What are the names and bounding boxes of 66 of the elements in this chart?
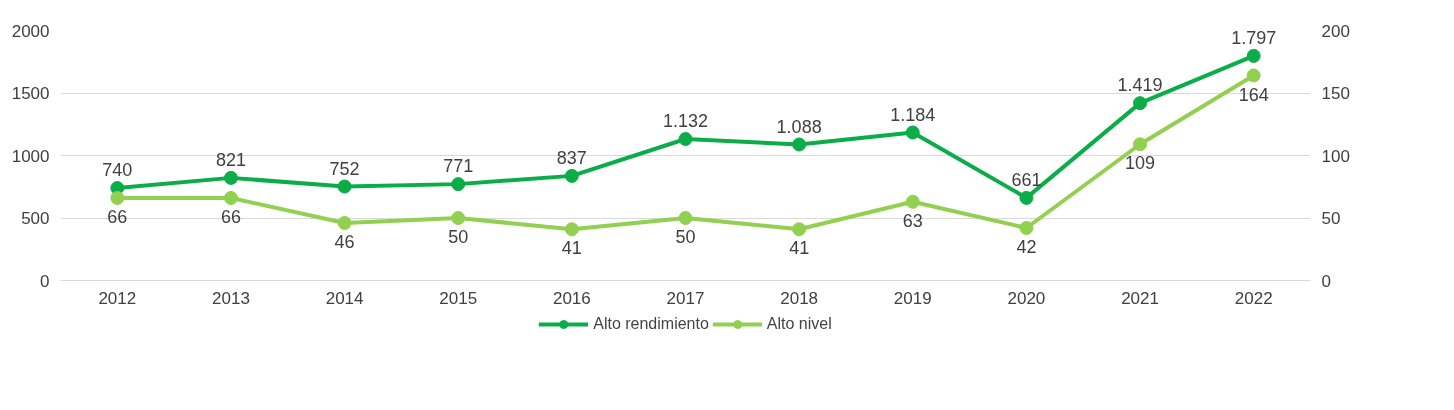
data-label: 50 — [448, 227, 469, 247]
data-label: 752 — [329, 158, 360, 179]
y-tick-label: 0 — [40, 271, 50, 291]
x-tick-label: 2018 — [780, 288, 819, 308]
x-tick-label: 2020 — [1007, 288, 1046, 308]
y2-tick-label: 150 — [1321, 84, 1350, 103]
y-tick-label: 1500 — [11, 84, 50, 103]
point — [1246, 68, 1261, 83]
point — [792, 222, 807, 237]
point — [1133, 137, 1148, 152]
data-label: 1.088 — [776, 116, 822, 137]
y-tick-label: 1000 — [11, 146, 50, 166]
data-label: 1.797 — [1231, 27, 1277, 48]
x-tick-label: 2022 — [1234, 288, 1273, 308]
y-tick-label: 500 — [21, 209, 50, 228]
y-tick-label: 2000 — [11, 21, 50, 41]
point — [451, 177, 466, 192]
data-label: 1.419 — [1117, 75, 1163, 96]
point — [1246, 48, 1261, 63]
data-label: 63 — [902, 210, 923, 231]
data-label: 50 — [675, 227, 696, 247]
point — [678, 132, 693, 146]
point — [451, 211, 466, 225]
y2-tick-label: 0 — [1321, 271, 1331, 291]
point — [564, 168, 579, 183]
data-label: 41 — [561, 238, 582, 259]
data-label: 66 — [107, 207, 128, 227]
data-label: 42 — [1016, 237, 1037, 257]
data-label: 740 — [102, 160, 133, 180]
point — [337, 216, 352, 230]
y2-tick-label: 50 — [1321, 209, 1341, 228]
point — [337, 179, 352, 194]
x-tick-label: 2021 — [1121, 288, 1159, 308]
data-label: 41 — [789, 238, 810, 259]
point — [110, 191, 125, 205]
x-tick-label: 2019 — [893, 288, 932, 308]
y2-tick-label: 200 — [1321, 21, 1350, 41]
x-tick-label: 2012 — [98, 288, 137, 308]
data-label: 1.184 — [890, 104, 936, 125]
data-label: 771 — [443, 156, 474, 177]
x-tick-label: 2016 — [552, 288, 591, 308]
data-label: 109 — [1125, 153, 1156, 174]
data-label: 164 — [1238, 84, 1269, 105]
point — [223, 191, 238, 205]
x-tick-label: 2013 — [212, 288, 250, 308]
data-label: 46 — [334, 232, 355, 252]
point — [792, 137, 807, 152]
data-label: 821 — [215, 149, 246, 170]
x-tick-label: 2014 — [325, 288, 364, 308]
point — [564, 222, 579, 237]
legend-label: Alto rendimiento — [593, 314, 709, 334]
point — [1019, 221, 1034, 235]
point — [1133, 96, 1148, 111]
x-tick-label: 2015 — [439, 288, 478, 308]
data-label: 66 — [220, 207, 241, 227]
point — [905, 194, 920, 209]
data-label: 1.132 — [662, 111, 709, 131]
data-label: 661 — [1011, 169, 1042, 190]
point — [678, 211, 693, 225]
y2-tick-label: 100 — [1321, 146, 1350, 166]
point — [1019, 190, 1034, 205]
legend-label: Alto nivel — [766, 314, 832, 334]
point — [905, 125, 920, 140]
point — [223, 170, 238, 185]
x-tick-label: 2017 — [666, 288, 705, 308]
data-label: 837 — [556, 147, 587, 168]
